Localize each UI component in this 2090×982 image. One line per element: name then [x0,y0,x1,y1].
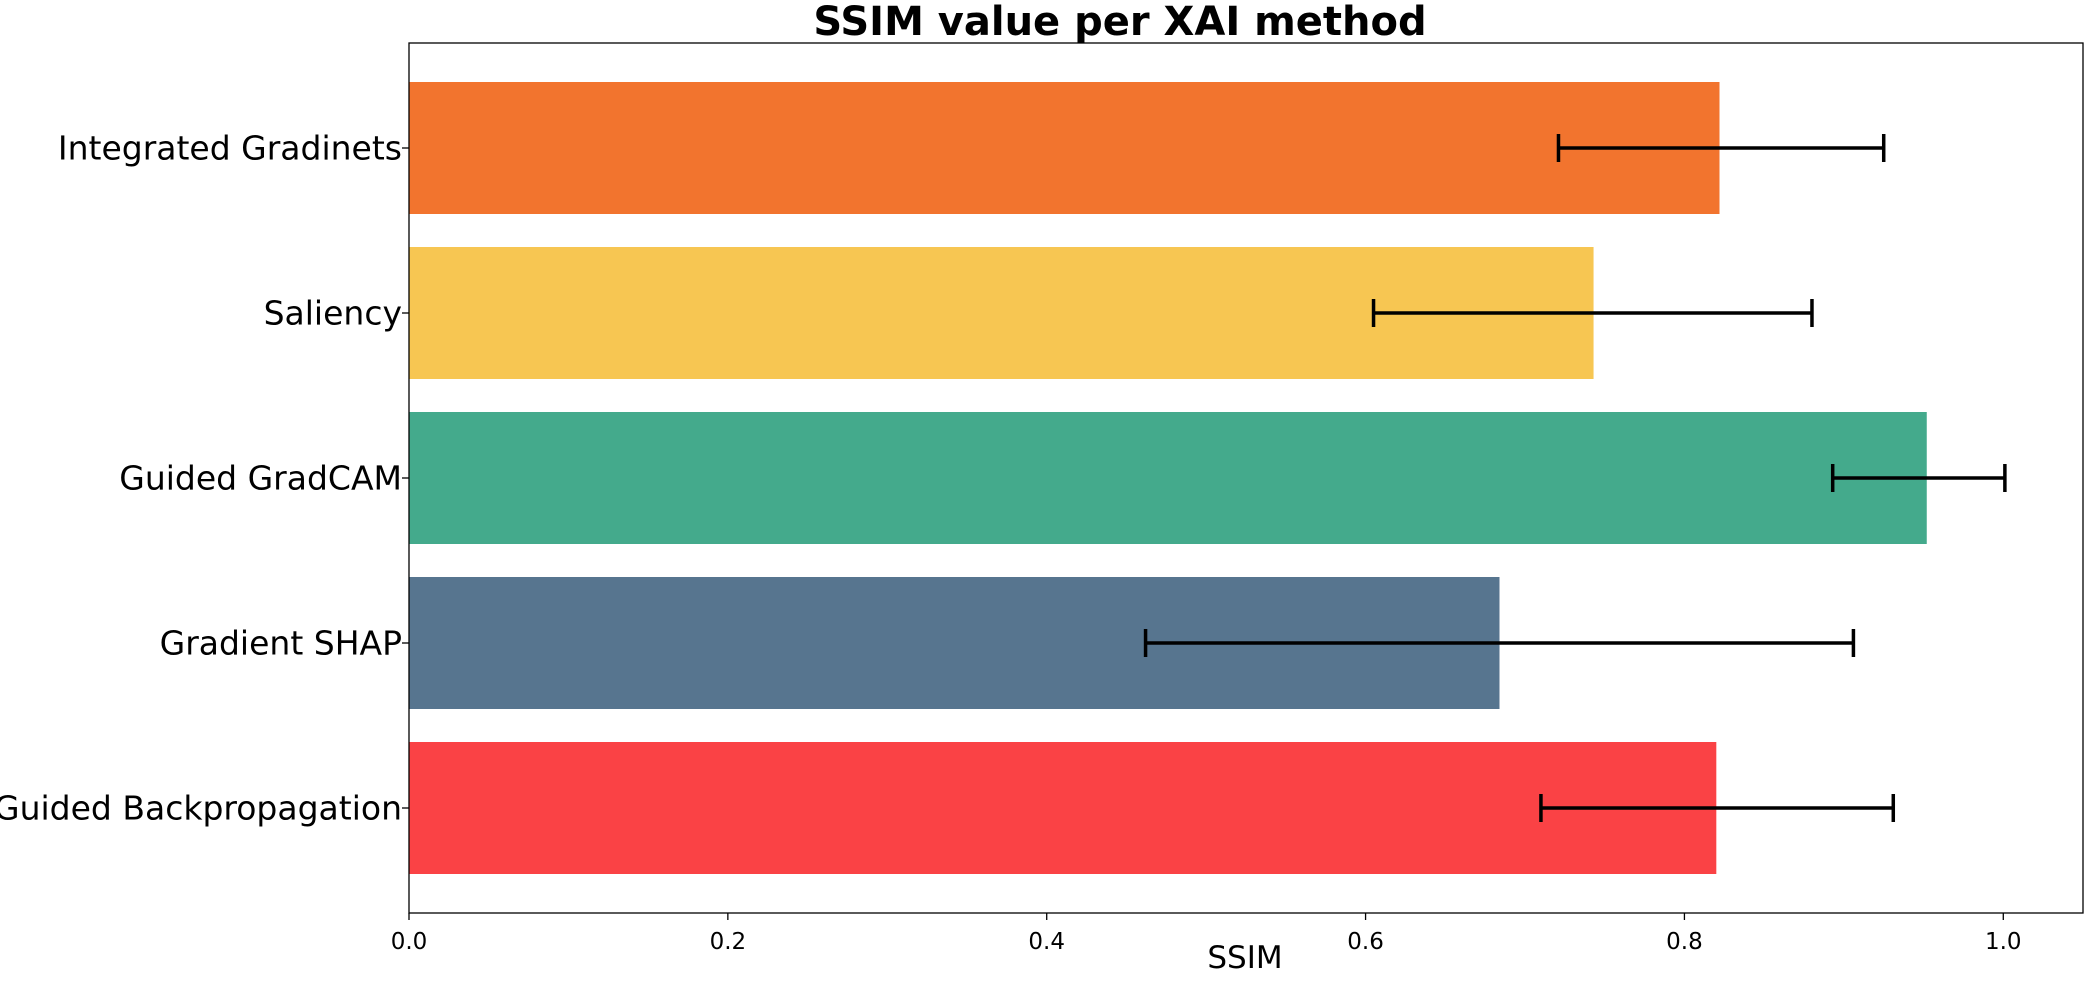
error-bar-2 [1830,464,2007,492]
x-tick-label-3: 0.6 [1347,929,1384,955]
bar-0 [409,82,1720,214]
error-bar-3 [1143,629,1856,657]
y-axis: Integrated Gradinets Saliency Guided GradC… [0,129,409,828]
bars-layer [409,82,1927,874]
bar-2 [409,412,1927,544]
category-label-2: Guided GradCAM [119,459,402,498]
chart-title: SSIM value per XAI method [813,0,1426,45]
x-tick-label-5: 1.0 [1985,929,2022,955]
bar-4 [409,742,1717,874]
x-tick-label-0: 0.0 [391,929,428,955]
x-tick-label-1: 0.2 [710,929,747,955]
category-label-0: Integrated Gradinets [58,129,402,168]
x-axis: 0.0 0.2 0.4 0.6 0.8 1.0 [391,913,2022,955]
error-bar-4 [1539,794,1896,822]
category-label-1: Saliency [264,294,402,333]
error-bars-layer [1143,134,2007,822]
x-tick-label-2: 0.4 [1028,929,1065,955]
x-tick-label-4: 0.8 [1666,929,1703,955]
error-bar-0 [1556,134,1886,162]
x-axis-label: SSIM [1207,940,1282,976]
category-label-3: Gradient SHAP [160,624,402,663]
error-bar-1 [1371,299,1814,327]
category-label-4: Guided Backpropagation [0,789,402,828]
